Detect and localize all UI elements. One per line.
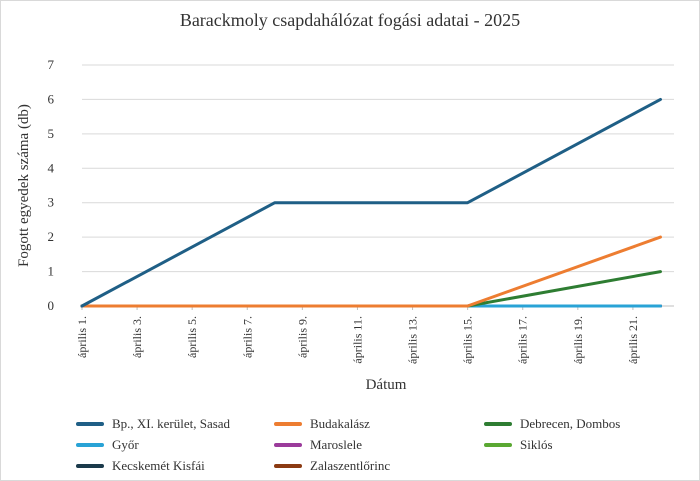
x-tick-label: április 15.	[461, 316, 475, 364]
chart-title: Barackmoly csapdahálózat fogási adatai -…	[179, 10, 521, 30]
legend-item: Siklós	[484, 437, 553, 453]
legend-item: Győr	[76, 437, 139, 453]
x-tick-label: április 7.	[240, 316, 254, 358]
y-tick-label: 7	[48, 57, 55, 72]
legend-label: Zalaszentlőrinc	[310, 458, 391, 473]
y-tick-label: 5	[48, 126, 55, 141]
legend-swatch	[76, 443, 104, 447]
legend-item: Budakalász	[274, 416, 370, 432]
legend-label: Kecskemét Kisfái	[112, 458, 205, 473]
x-tick-label: április 21.	[626, 316, 640, 364]
legend-swatch	[484, 443, 512, 447]
x-tick-label: április 11.	[350, 316, 364, 364]
legend-swatch	[274, 443, 302, 447]
legend-label: Maroslele	[310, 437, 362, 452]
legend-label: Siklós	[520, 437, 553, 452]
legend-item: Bp., XI. kerület, Sasad	[76, 416, 230, 432]
legend-swatch	[274, 464, 302, 468]
legend-label: Budakalász	[310, 416, 370, 431]
y-tick-label: 4	[48, 160, 55, 175]
legend-swatch	[484, 422, 512, 426]
y-tick-label: 0	[48, 298, 55, 313]
legend-item: Debrecen, Dombos	[484, 416, 620, 432]
y-tick-label: 6	[48, 91, 55, 106]
legend-item: Kecskemét Kisfái	[76, 458, 205, 474]
series-line-budakal-sz	[80, 235, 662, 308]
series-line-bp-xi-ker-let-sasad	[80, 97, 662, 308]
y-tick-label: 3	[48, 195, 55, 210]
legend-item: Maroslele	[274, 437, 362, 453]
legend-item: Zalaszentlőrinc	[274, 458, 390, 474]
x-tick-label: április 9.	[295, 316, 309, 358]
legend-label: Győr	[112, 437, 139, 452]
legend-swatch	[274, 422, 302, 426]
legend-label: Bp., XI. kerület, Sasad	[112, 416, 231, 431]
x-tick-label: április 19.	[571, 316, 585, 364]
y-axis-title: Fogott egyedek száma (db)	[16, 104, 32, 267]
legend-label: Debrecen, Dombos	[520, 416, 621, 431]
legend-swatch	[76, 422, 104, 426]
legend-swatch	[76, 464, 104, 468]
x-tick-label: április 3.	[130, 316, 144, 358]
y-tick-label: 1	[48, 264, 55, 279]
x-axis-title: Dátum	[366, 377, 407, 393]
series-line-debrecen-dombos	[80, 270, 662, 308]
x-tick-label: április 17.	[516, 316, 530, 364]
y-tick-label: 2	[48, 229, 55, 244]
x-tick-label: április 5.	[185, 316, 199, 358]
x-tick-label: április 13.	[406, 316, 420, 364]
x-tick-label: április 1.	[75, 316, 89, 358]
